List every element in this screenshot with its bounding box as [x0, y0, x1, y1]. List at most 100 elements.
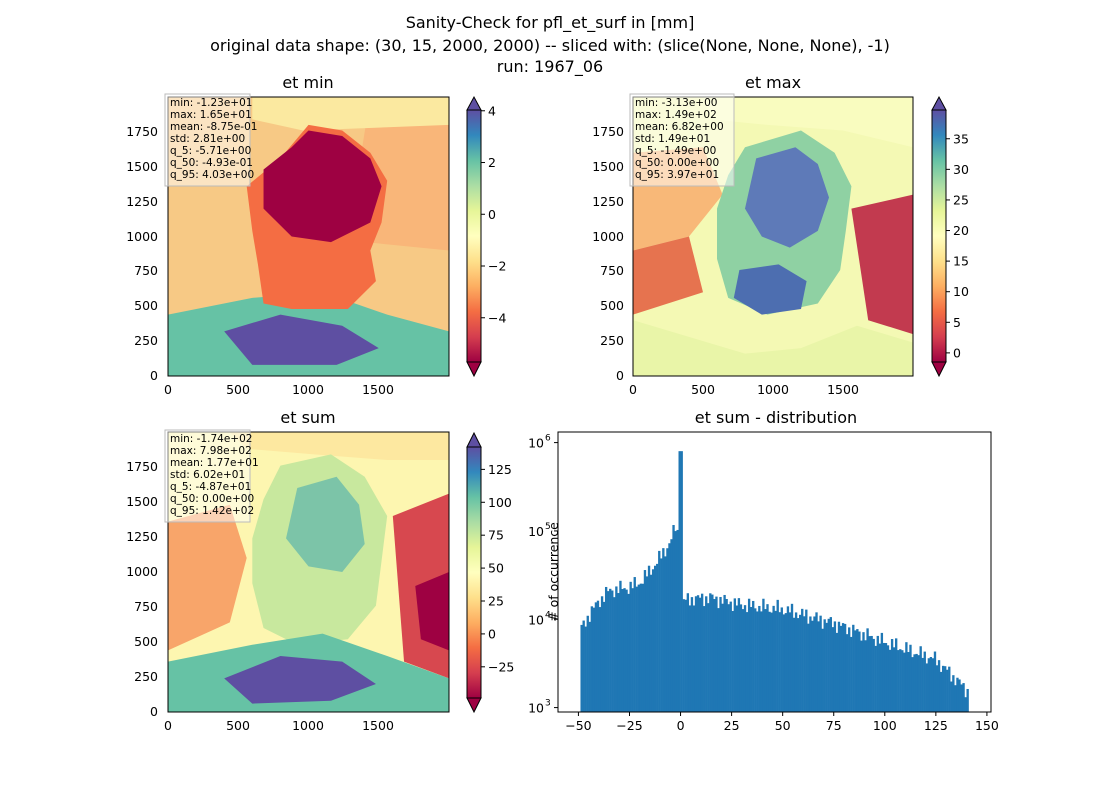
histogram-bar: [774, 610, 777, 712]
histogram-bar: [739, 604, 743, 712]
histogram-bar: [733, 598, 736, 712]
histogram-bar: [586, 615, 589, 712]
x-tick-label: 0: [164, 382, 172, 397]
colorbar-tick-labels: −25 0 25 50 75 100 125: [481, 462, 514, 674]
panel-title-et-sum: et sum: [280, 408, 335, 427]
x-tick-label: 0: [164, 718, 172, 733]
histogram-bar: [778, 612, 781, 712]
histogram-bar: [911, 657, 914, 712]
histogram-bar: [919, 646, 922, 712]
histogram-bar: [890, 639, 894, 712]
histogram-bar: [621, 589, 624, 712]
histogram-bar: [948, 666, 951, 712]
histogram-bar: [809, 616, 812, 712]
histogram-bar: [705, 596, 708, 712]
y-tick-label: 1000: [126, 229, 158, 244]
colorbar-tick-label: 35: [953, 131, 969, 146]
histogram-bar: [925, 663, 928, 712]
x-tick-label: 1500: [362, 718, 394, 733]
histogram-bar: [880, 632, 884, 712]
histogram-bar: [723, 594, 726, 712]
stats-box: [164, 93, 251, 187]
histogram-bar: [825, 622, 828, 712]
histogram-bar: [664, 556, 667, 712]
stats-lines: min: -1.23e+01 max: 1.65e+01 mean: -8.75…: [170, 97, 257, 181]
histogram-bar: [790, 603, 794, 712]
heatmap-region-country-core: [263, 130, 382, 243]
colorbar-tick-label: −25: [488, 659, 514, 674]
colorbar-tick-label: 25: [953, 192, 969, 207]
colorbar-tick-label: 75: [488, 528, 504, 543]
stat-max: max: 1.49e+02: [635, 109, 717, 121]
histogram-bar: [901, 650, 904, 712]
y-tick-label: 500: [134, 634, 158, 649]
stat-mean: mean: -8.75e-01: [170, 121, 257, 133]
x-tick-label: 100: [873, 718, 897, 733]
colorbar-body: [931, 109, 947, 363]
heatmap-region-north: [229, 432, 449, 460]
histogram-bar: [758, 605, 761, 712]
histogram-bar: [731, 610, 734, 712]
colorbar-tick-label: 0: [488, 626, 496, 641]
colorbar-tick-label: 0: [953, 345, 961, 360]
histogram-bar: [749, 607, 753, 712]
axes-frame: [167, 96, 450, 377]
histogram-bar: [833, 621, 837, 712]
histogram-bar: [756, 611, 759, 712]
histogram-bar: [694, 596, 698, 712]
histogram-bar: [656, 563, 659, 712]
histogram-bar: [923, 651, 926, 712]
stat-min: min: -3.13e+00: [635, 97, 717, 109]
figure-title-line-3: run: 1967_06: [497, 57, 603, 77]
x-tick-labels: 0 500 1000 1500: [164, 382, 394, 397]
axes-frame: [557, 431, 992, 713]
histogram-bar: [796, 618, 800, 712]
histogram-bar: [598, 607, 602, 712]
histogram-bar: [811, 620, 814, 712]
heatmap-region-east-core: [415, 572, 449, 651]
histogram-bar: [647, 565, 651, 712]
histogram-bar: [941, 665, 945, 712]
y-tick-label: 1250: [126, 194, 158, 209]
histogram-bar: [600, 596, 604, 712]
histogram-bar: [635, 586, 638, 712]
histogram-bar: [852, 624, 855, 712]
y-tick-exponent: 6: [545, 434, 551, 444]
y-tick-label: 1750: [592, 124, 624, 139]
y-tick-labels: 0 250 500 750 1000 1250 1500 1750: [592, 124, 624, 383]
histogram-bar: [937, 660, 941, 712]
stat-q95: q_95: 1.42e+02: [170, 505, 254, 517]
histogram-bar: [899, 649, 902, 712]
panel-et-min: et min min: -1.23e+01 max: 1.65e+01 mean…: [126, 73, 506, 397]
histogram-bar: [856, 629, 859, 712]
histogram-bar: [711, 594, 714, 712]
y-tick-label: 0: [150, 368, 158, 383]
histogram-bar: [684, 599, 687, 712]
y-tick-label: 10: [528, 612, 544, 627]
histogram-bar: [700, 593, 704, 712]
colorbar-tick-label: 10: [953, 284, 969, 299]
y-tick-label: 1500: [126, 159, 158, 174]
stat-std: std: 2.81e+00: [170, 133, 245, 145]
histogram-bar: [668, 543, 671, 712]
y-tick-label: 10: [528, 436, 544, 451]
y-tick-labels: 0 250 500 750 1000 1250 1500 1750: [126, 459, 158, 719]
y-tick-label: 0: [616, 368, 624, 383]
histogram-bar: [864, 640, 867, 712]
x-tick-label: 150: [975, 718, 999, 733]
histogram-bar: [725, 599, 728, 712]
y-tick-label: 1500: [592, 159, 624, 174]
histogram-bar: [897, 650, 900, 712]
histogram-bar: [754, 608, 757, 712]
histogram-bar: [764, 609, 767, 712]
colorbar-tick-label: 25: [488, 593, 504, 608]
x-tick-label: 1000: [757, 382, 789, 397]
heatmap-region-country-south: [733, 264, 807, 315]
colorbar-extend-bottom: [931, 361, 947, 378]
colorbar-body: [466, 109, 482, 363]
colorbar-tick-label: 4: [488, 103, 496, 118]
histogram-bar: [792, 617, 796, 712]
colorbar-tick-label: −4: [488, 310, 506, 325]
histogram-bar: [858, 631, 861, 712]
